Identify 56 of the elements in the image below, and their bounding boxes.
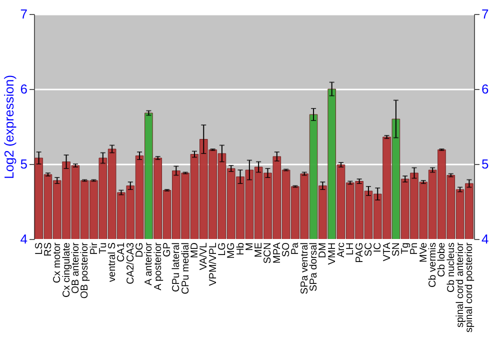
y2-tick-label: 6 xyxy=(482,82,489,96)
x-tick-label: LH xyxy=(345,242,356,256)
y2-tick-label: 7 xyxy=(482,6,489,22)
x-tick-label: A posterior xyxy=(152,242,164,290)
x-tick-label: Pir xyxy=(88,242,100,255)
x-tick-label: CPu lateral xyxy=(171,242,182,292)
x-tick-label: SCN xyxy=(262,242,274,264)
x-tick-label: VMH xyxy=(326,242,338,265)
x-tick-label: DM xyxy=(318,242,329,258)
x-tick-label: Cb nucleus xyxy=(446,242,457,293)
x-tick-label: Pn xyxy=(409,242,420,255)
x-tick-label: PAG xyxy=(354,242,366,263)
x-tick-label: OB posterior xyxy=(80,242,91,299)
x-tick-label: Pa xyxy=(290,242,302,255)
x-tick-label: SPa dorsal xyxy=(308,242,320,292)
x-tick-label: Cx cingulate xyxy=(61,242,72,298)
x-tick-label: SN xyxy=(390,242,402,256)
y2-tick-label: 5 xyxy=(482,156,489,172)
y-tick-label: 6 xyxy=(20,82,28,96)
x-tick-label: SC xyxy=(363,242,374,256)
x-tick-label: Hb xyxy=(235,242,246,256)
x-tick-label: MD xyxy=(189,242,200,258)
y-tick-label: 7 xyxy=(20,6,28,22)
x-tick-label: MPA xyxy=(272,242,283,264)
x-tick-label: LS xyxy=(34,242,45,255)
x-tick-label: ventral S xyxy=(107,242,118,282)
x-tick-label: A anterior xyxy=(144,242,155,286)
x-tick-label: LG xyxy=(216,242,228,256)
x-tick-label: Cx motor xyxy=(52,242,64,284)
x-tick-label: Tg xyxy=(400,242,412,254)
y-axis-title: Log2 (expression) xyxy=(1,74,16,180)
x-tick-label: ME xyxy=(254,242,265,258)
x-tick-label: MG xyxy=(226,242,238,259)
x-tick-label: Tu xyxy=(98,242,109,254)
x-tick-label: VA/VL xyxy=(198,242,210,270)
x-tick-label: Arc xyxy=(336,242,347,258)
x-tick-label: spinal cord anterior xyxy=(455,242,466,328)
x-tick-label: spinal cord posterior xyxy=(464,242,476,333)
x-tick-label: MVe xyxy=(418,242,430,263)
x-tick-label: IC xyxy=(372,242,384,252)
y-tick-label: 5 xyxy=(20,156,28,172)
x-tick-label: CA2/CA3 xyxy=(125,242,136,284)
y2-tick-label: 4 xyxy=(482,232,489,246)
x-tick-label: SO xyxy=(281,242,292,257)
x-tick-label: GP xyxy=(162,242,174,257)
x-tick-label: OB anterior xyxy=(70,242,82,294)
x-tick-label: M xyxy=(244,242,256,251)
x-tick-label: Cb lobe xyxy=(436,242,448,277)
x-tick-label: CPu medial xyxy=(180,242,192,294)
x-tick-label: VPM/VPL xyxy=(208,242,219,286)
x-tick-label: VTA xyxy=(382,242,393,262)
x-tick-label: CA1 xyxy=(116,242,128,262)
x-tick-label: RS xyxy=(42,242,54,256)
y-tick-label: 4 xyxy=(20,232,28,246)
x-tick-label: DG xyxy=(134,242,146,258)
x-tick-label: SPa ventral xyxy=(299,242,310,294)
